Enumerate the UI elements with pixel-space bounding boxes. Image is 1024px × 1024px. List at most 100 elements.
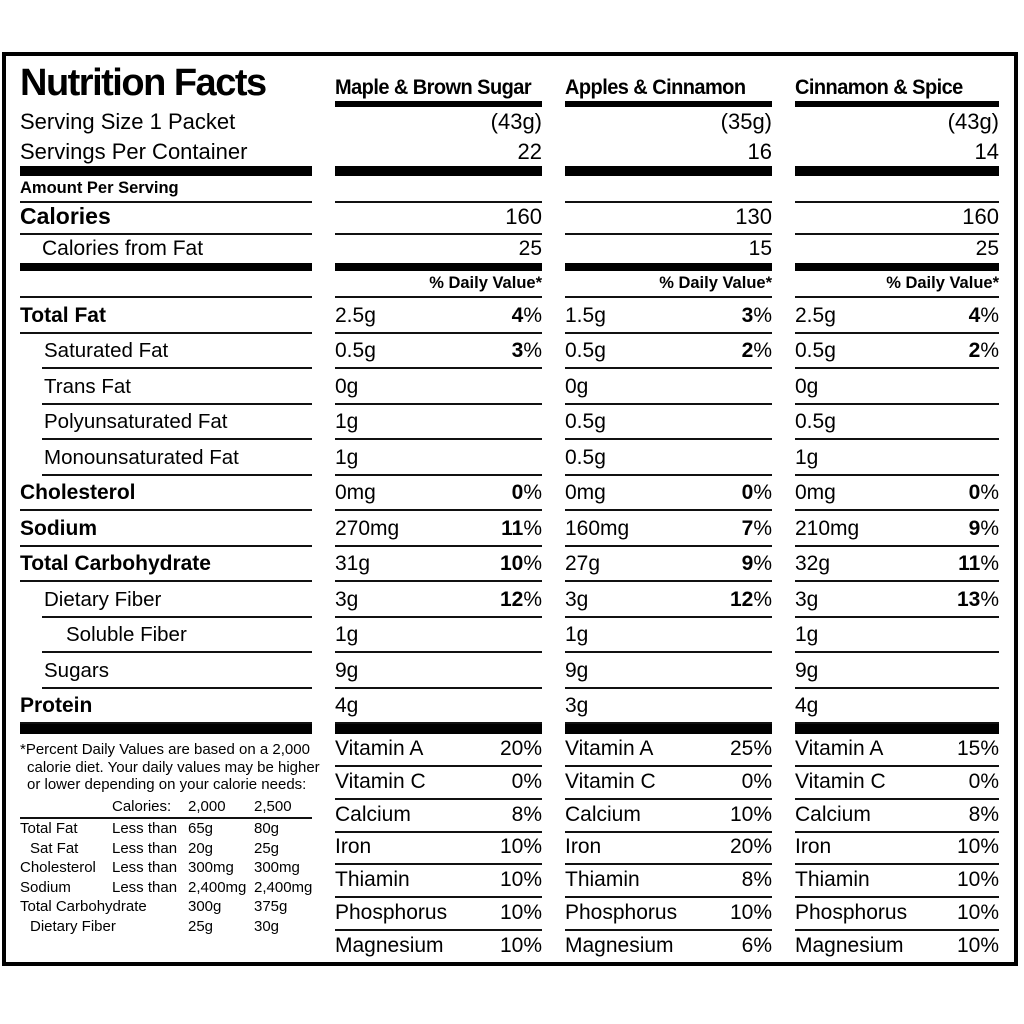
divider-bar: [335, 263, 542, 272]
vitamin-list: Vitamin A 20% Vitamin C 0% Calcium 8% Iron 1…: [335, 734, 542, 962]
footnote-row: Sat Fat Less than 20g 25g: [20, 839, 312, 859]
percent-sign: %: [980, 516, 999, 540]
nutrient-label: Soluble Fiber: [66, 623, 187, 647]
footnote-line: calorie diet. Your daily values may be h…: [27, 758, 320, 776]
vitamin-row: Thiamin 10%: [795, 865, 999, 899]
vitamin-name: Iron: [335, 835, 372, 859]
vitamin-row: Phosphorus 10%: [565, 898, 772, 932]
nutrient-amount: 4g: [795, 694, 819, 718]
nutrient-dv: 12: [729, 587, 754, 611]
footnote-row-2000: 300mg: [188, 859, 234, 877]
nutrient-row: 1g: [335, 618, 542, 654]
vitamin-row: Magnesium 10%: [335, 931, 542, 962]
percent-sign: %: [753, 516, 772, 540]
row-label-column: Nutrition Facts Serving Size 1 Packet Se…: [20, 60, 320, 962]
vitamin-name: Thiamin: [335, 868, 410, 892]
nutrient-amount: 0g: [565, 374, 589, 398]
nutrient-dv: 0: [741, 481, 754, 505]
vitamin-value: 10%: [499, 868, 542, 892]
percent-sign: %: [523, 516, 542, 540]
nutrient-label: Sodium: [20, 516, 97, 540]
nutrient-amount: 3g: [335, 587, 359, 611]
percent-sign: %: [523, 481, 542, 505]
nutrient-amount: 32g: [795, 552, 831, 576]
footnote: *Percent Daily Values are based on a 2,0…: [20, 734, 320, 962]
vitamin-value: 10%: [729, 901, 772, 925]
nutrient-row: Saturated Fat: [20, 334, 312, 370]
vitamin-name: Thiamin: [565, 868, 640, 892]
servings-count: 16: [747, 138, 772, 164]
divider-bar: [20, 165, 312, 176]
nutrient-row: 0.5g: [565, 405, 772, 441]
flavor-column-cinnamon-spice: Cinnamon & Spice (43g) 14 160 25 % Daily…: [795, 60, 999, 962]
vitamin-value: 15%: [956, 736, 999, 760]
calories-from-fat-value: 25: [975, 237, 999, 261]
nutrient-amount: 0.5g: [335, 339, 376, 363]
nutrient-row: 0.5g 2%: [565, 334, 772, 370]
vitamin-value: 6%: [741, 934, 772, 958]
nutrient-amount: 1g: [565, 623, 589, 647]
vitamin-name: Vitamin A: [335, 736, 424, 760]
footnote-row-name: Total Carbohydrate: [20, 898, 147, 916]
vitamin-row: Thiamin 8%: [565, 865, 772, 899]
nutrient-row: Total Carbohydrate: [20, 547, 312, 583]
vitamin-row: Vitamin A 20%: [335, 734, 542, 767]
vitamin-row: Calcium 8%: [335, 800, 542, 833]
amount-per-serving-rule: [565, 176, 772, 203]
vitamin-value: 20%: [499, 736, 542, 760]
nutrient-row: 0.5g: [795, 405, 999, 441]
divider-bar: [335, 724, 542, 735]
nutrient-row: 0.5g: [565, 440, 772, 476]
vitamin-row: Iron 10%: [335, 833, 542, 866]
nutrient-row: 1g: [795, 440, 999, 476]
nutrient-amount: 1g: [795, 445, 819, 469]
nutrient-amount: 3g: [795, 587, 819, 611]
nutrient-amount: 0g: [335, 374, 359, 398]
nutrient-amount: 2.5g: [795, 303, 836, 327]
nutrient-amount: 270mg: [335, 516, 400, 540]
vitamin-value: 10%: [499, 934, 542, 958]
percent-sign: %: [980, 303, 999, 327]
nutrient-dv: 7: [741, 516, 754, 540]
footnote-header-2000: 2,000: [188, 797, 226, 815]
calories-value: 130: [735, 204, 772, 229]
nutrient-dv: 10: [499, 552, 524, 576]
divider-bar: [795, 724, 999, 735]
vitamin-name: Calcium: [795, 802, 871, 826]
vitamin-value: 10%: [956, 934, 999, 958]
nutrient-row: 3g: [565, 689, 772, 725]
nutrient-amount: 9g: [795, 658, 819, 682]
footnote-row-2500: 2,400mg: [254, 878, 313, 896]
calories-row: 130: [565, 203, 772, 235]
vitamin-row: Iron 10%: [795, 833, 999, 866]
flavor-header: Apples & Cinnamon: [565, 60, 772, 108]
calories-row-label: Calories: [20, 203, 312, 235]
nutrient-row: 3g 12%: [335, 582, 542, 618]
nutrient-amount: 160mg: [565, 516, 630, 540]
nutrient-row: 4g: [335, 689, 542, 725]
nutrient-label: Polyunsaturated Fat: [44, 410, 228, 434]
vitamin-name: Magnesium: [335, 934, 444, 958]
vitamin-row: Iron 20%: [565, 833, 772, 866]
nutrient-row: 9g: [565, 653, 772, 689]
footnote-row: Total Carbohydrate 300g 375g: [20, 897, 312, 917]
nutrient-row: Protein: [20, 689, 312, 725]
nutrient-row: 1g: [565, 618, 772, 654]
vitamin-name: Magnesium: [565, 934, 674, 958]
percent-sign: %: [753, 339, 772, 363]
flavor-name: Apples & Cinnamon: [565, 75, 746, 100]
calories-from-fat-value: 25: [518, 237, 542, 261]
calories-value: 160: [962, 204, 999, 229]
vitamin-value: 25%: [729, 736, 772, 760]
nutrient-row: 160mg 7%: [565, 511, 772, 547]
nutrient-amount: 0.5g: [565, 445, 606, 469]
nutrient-amount: 4g: [335, 694, 359, 718]
serving-weight: (43g): [490, 109, 542, 135]
vitamin-row: Vitamin C 0%: [565, 767, 772, 800]
vitamin-value: 0%: [968, 769, 999, 793]
calories-row: 160: [335, 203, 542, 235]
percent-sign: %: [980, 339, 999, 363]
footnote-table: Calories: 2,000 2,500 Total Fat Less tha…: [20, 797, 312, 937]
footnote-row-qualifier: Less than: [112, 859, 178, 877]
daily-value-header: % Daily Value*: [565, 271, 772, 299]
